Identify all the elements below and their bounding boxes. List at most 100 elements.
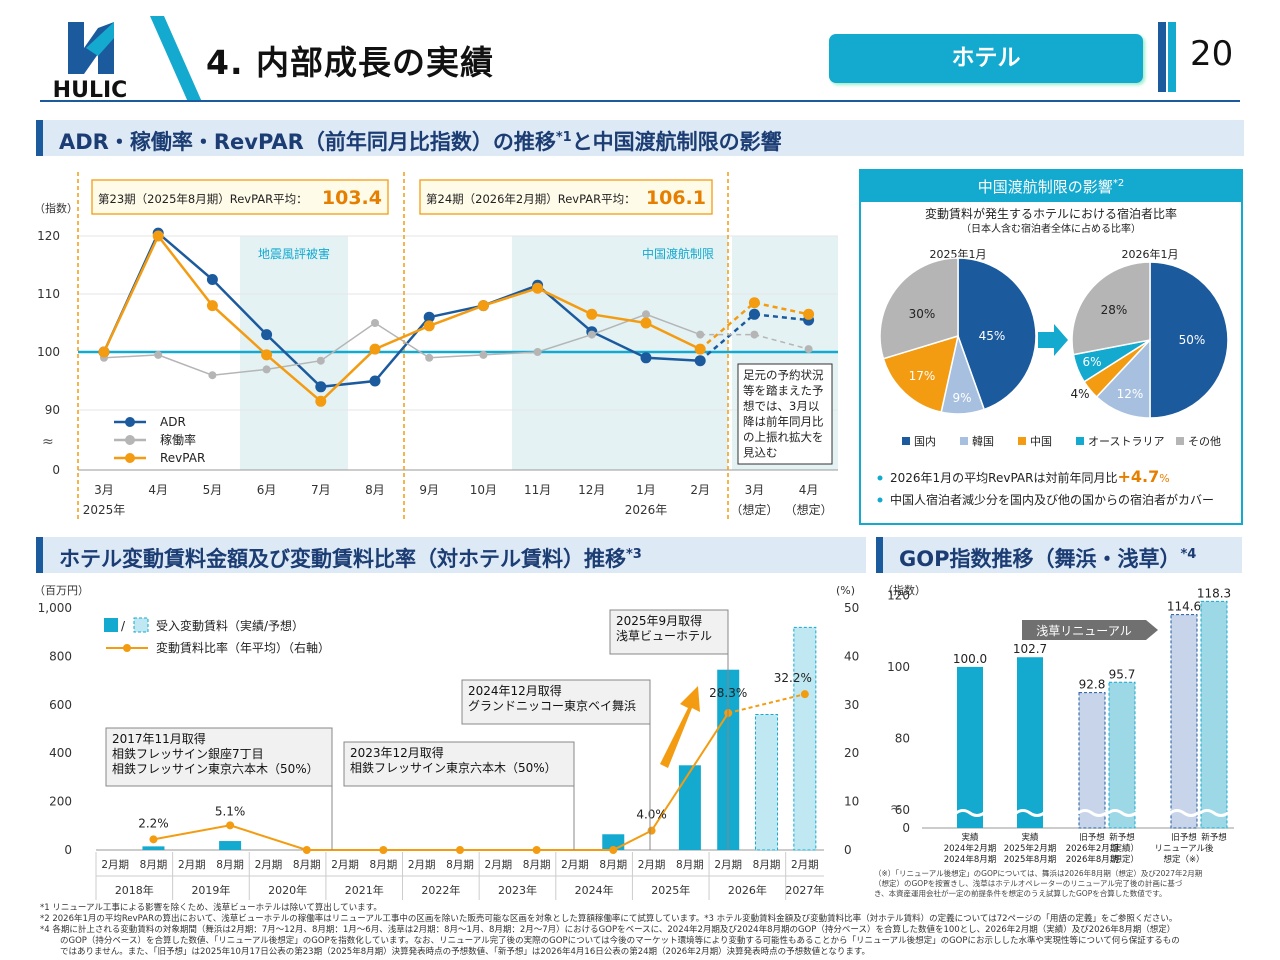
data-point-ADR <box>748 308 760 320</box>
data-point-稼働率 <box>316 356 325 365</box>
data-point-稼働率 <box>804 345 813 354</box>
legend-swatch-actual <box>104 618 118 632</box>
pie-slice-label: 30% <box>909 307 936 321</box>
ratio-forecast-line <box>727 693 806 714</box>
y-tick-right: 0 <box>844 843 852 857</box>
legend-label: 中国 <box>1030 435 1052 448</box>
gop-bar <box>1078 692 1106 829</box>
data-point-稼働率 <box>425 353 434 362</box>
renewal-arrow-icon <box>1022 620 1158 640</box>
pie-slice-label: 17% <box>909 369 936 383</box>
y-tick-label: 100 <box>887 660 910 674</box>
gop-x-label: （実績） <box>1105 843 1139 854</box>
acquisition-annotation-text: グランドニッコー東京ベイ舞浜 <box>468 699 636 713</box>
section-header-revpar: ADR・稼働率・RevPAR（前年同月比指数）の推移*1と中国渡航制限の影響 <box>36 120 1244 156</box>
china-impact-pie-panel: 中国渡航制限の影響*2 変動賃料が発生するホテルにおける宿泊者比率（日本人含む宿泊… <box>859 169 1243 525</box>
gop-value-label: 114.6 <box>1167 600 1201 614</box>
forecast-note-line: 足元の予約状況 <box>743 368 824 382</box>
header-slash <box>150 16 202 102</box>
x-tick-label: 4月 <box>799 483 819 497</box>
x-year-label: 2023年 <box>498 883 537 897</box>
pie-label: 2025年1月 <box>930 247 987 261</box>
x-tick-label: 11月 <box>524 483 551 497</box>
period-average-box <box>419 179 713 215</box>
gop-bar <box>1170 614 1198 829</box>
x-period-label: 2月期 <box>408 859 436 871</box>
x-period-label: 8月期 <box>523 859 551 871</box>
data-point-稼働率 <box>750 330 759 339</box>
x-period-label: 8月期 <box>370 859 398 871</box>
y-axis-label-left: （百万円） <box>34 584 89 597</box>
data-point-稼働率 <box>533 348 542 356</box>
forecast-note-line: 降は前年同月比 <box>743 415 824 429</box>
renewal-arrow-label: 浅草リニューアル <box>1036 624 1131 638</box>
x-period-label: 2月期 <box>638 859 666 871</box>
legend-marker <box>125 417 135 427</box>
pie-label: 2026年1月 <box>1122 247 1179 261</box>
gop-x-label: 実績 <box>1021 832 1039 843</box>
x-tick-label: 7月 <box>311 483 331 497</box>
pie-slice-label: 45% <box>979 329 1006 343</box>
x-tick-label: 3月 <box>745 483 765 497</box>
pie-slice-国内 <box>1149 261 1229 419</box>
arrow-right-icon <box>1038 324 1068 356</box>
legend-marker <box>123 644 131 652</box>
y-tick-label: 0 <box>902 821 910 835</box>
x-period-label: 2月期 <box>714 859 742 871</box>
y-tick-label: 110 <box>37 287 60 301</box>
section-header-gop: GOP指数推移（舞浜・浅草）*4 <box>876 537 1242 573</box>
gop-value-label: 95.7 <box>1109 667 1136 681</box>
x-tick-label: 8月 <box>365 483 385 497</box>
data-point-RevPAR <box>640 317 652 329</box>
hulic-logo: HULIC <box>40 18 140 103</box>
data-point-ADR <box>694 355 706 367</box>
legend-marker <box>125 435 135 445</box>
legend-label: 変動賃料比率（年平均）（右軸） <box>156 640 330 655</box>
bar-break-icon <box>1107 809 1137 817</box>
axis-break-icon: ≈ <box>890 800 902 816</box>
pie-slice-label: 50% <box>1179 333 1206 347</box>
forecast-label: （想定） <box>730 502 778 517</box>
ratio-point <box>302 846 311 854</box>
x-period-label: 2月期 <box>331 859 359 871</box>
ratio-point <box>609 846 618 854</box>
page-title: 4. 内部成長の実績 <box>206 43 494 82</box>
x-period-label: 2月期 <box>484 859 512 871</box>
pie-slice-中国 <box>882 334 960 414</box>
bullet-icon <box>877 497 883 503</box>
y-tick-right: 30 <box>844 698 859 712</box>
section-header-variable-rent: ホテル変動賃料金額及び変動賃料比率（対ホテル賃料）推移*3 <box>36 537 866 573</box>
x-tick-label: 9月 <box>419 483 439 497</box>
acquisition-annotation-text: 相鉄フレッサイン東京六本木（50%） <box>112 761 319 776</box>
forecast-note-line: 想では、3月以 <box>743 399 820 413</box>
acquisition-annotation-box <box>343 741 575 787</box>
y-axis-label: （指数） <box>882 583 926 597</box>
gop-value-label: 92.8 <box>1079 678 1106 692</box>
acquisition-annotation-text: 相鉄フレッサイン銀座7丁目 <box>112 746 264 761</box>
page-number: 20 <box>1190 34 1234 74</box>
page-number-bar-accent <box>1168 22 1176 92</box>
acquisition-annotation-text: 2023年12月取得 <box>350 745 444 760</box>
bullet-text: 中国人宿泊者減少分を国内及び他の国からの宿泊者がカバー <box>890 492 1214 507</box>
acquisition-annotation-box <box>105 727 333 787</box>
y-tick-label: 80 <box>895 732 910 746</box>
x-year-label: 2021年 <box>345 883 384 897</box>
variable-rent-bar <box>142 846 165 850</box>
y-tick-left: 400 <box>49 746 72 760</box>
ratio-label: 32.2% <box>774 671 812 685</box>
x-period-label: 8月期 <box>676 859 704 871</box>
footnote-1: *1 リニューアル工事による影響を除くため、浅草ビューホテルは除いて算出していま… <box>40 903 382 913</box>
gop-note: （想定）のGOPを按置きし、浅草はホテルオペレーターのリニューアル完了後の計画に… <box>874 878 1183 888</box>
x-period-label: 8月期 <box>293 859 321 871</box>
data-point-稼働率 <box>642 310 650 319</box>
bullet-text: 2026年1月の平均RevPARは対前年同月比+4.7% <box>890 467 1170 486</box>
x-period-label: 2月期 <box>178 859 206 871</box>
period-average-value: 106.1 <box>646 187 706 209</box>
y-tick-label: 60 <box>895 803 910 817</box>
revpar-line-chart: 地震風評被害 中国渡航制限 120 110 100 90 0 （指数） ≈ 第23期（2025年8… <box>34 172 838 520</box>
gop-x-label: （想定） <box>1105 854 1139 865</box>
gop-value-label: 118.3 <box>1197 586 1231 600</box>
gop-x-label: 新予想 <box>1201 832 1227 843</box>
bar-break-icon <box>955 809 985 817</box>
x-year-label: 2024年 <box>575 883 614 897</box>
